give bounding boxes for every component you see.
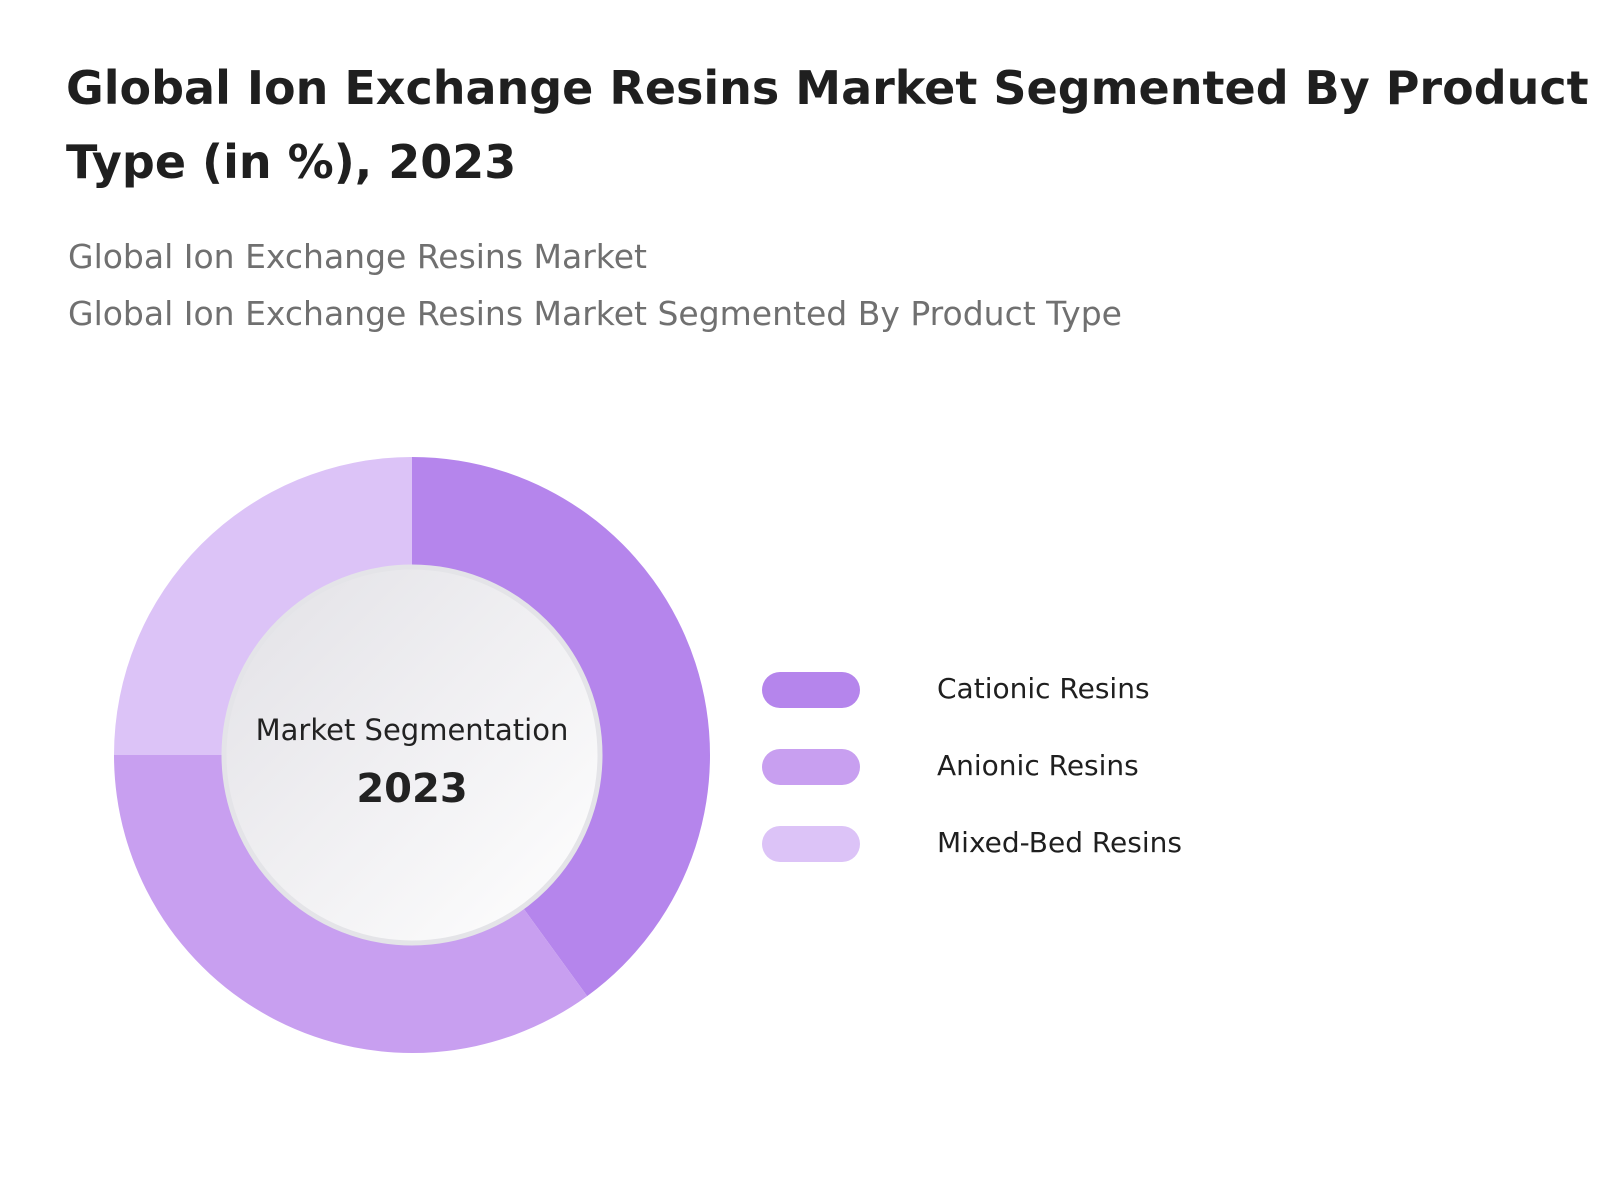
donut-slice: [412, 457, 710, 997]
subtitle: Global Ion Exchange Resins Market Segmen…: [68, 294, 1122, 333]
legend-label: Mixed-Bed Resins: [937, 826, 1182, 859]
donut-slice: [114, 755, 588, 1053]
center-label: Market Segmentation: [256, 713, 569, 747]
legend-label: Cationic Resins: [937, 672, 1150, 705]
legend-swatch: [762, 826, 860, 862]
donut: [114, 457, 710, 1053]
chart-title: Type (in %), 2023: [66, 135, 516, 189]
legend-swatch: [762, 672, 860, 708]
subtitle: Global Ion Exchange Resins Market: [68, 237, 647, 276]
chart-title: Global Ion Exchange Resins Market Segmen…: [66, 61, 1589, 115]
center-disc: [221, 564, 603, 946]
center-value: 2023: [356, 766, 467, 812]
legend: Cationic Resins Anionic Resins Mixed-Bed R…: [762, 672, 1182, 862]
legend-swatch: [762, 749, 860, 785]
legend-label: Anionic Resins: [937, 749, 1139, 782]
donut-slice: [114, 457, 412, 755]
